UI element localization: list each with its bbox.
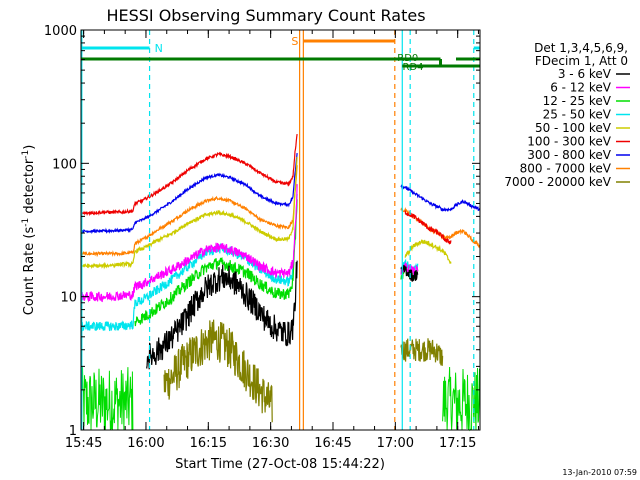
series-line-50_100keV-post (404, 239, 452, 264)
legend-label-5: 100 - 300 keV (527, 135, 611, 149)
plot-frame (80, 29, 481, 431)
x-tick-label-3: 16:30 (252, 436, 289, 451)
series-line-7000_20000keV-post (400, 338, 444, 366)
legend: Det 1,3,4,5,6,9,FDecim 1, Att 03 - 6 keV… (504, 41, 630, 189)
series-line-800_7000keV (80, 165, 298, 258)
series-line-12_25keV (134, 199, 298, 327)
series-line-100_300keV (80, 134, 298, 217)
series-line-300_800keV (80, 153, 298, 235)
x-tick-label-4: 16:45 (314, 436, 351, 451)
saa-label: S (291, 35, 298, 48)
series-line-7000_20000keV (163, 319, 273, 423)
x-tick-label-5: 17:00 (377, 436, 414, 451)
decimation-rd0-label: RD0 (397, 53, 418, 64)
legend-label-6: 300 - 800 keV (527, 148, 611, 162)
chart-title: HESSI Observing Summary Count Rates (106, 6, 425, 25)
y-tick-label-2: 100 (52, 157, 77, 172)
legend-header-0: Det 1,3,4,5,6,9, (534, 41, 628, 55)
legend-header-1: FDecim 1, Att 0 (535, 54, 628, 68)
saa-noise-trace-0 (80, 367, 134, 431)
legend-label-0: 3 - 6 keV (558, 67, 612, 81)
legend-label-1: 6 - 12 keV (550, 81, 612, 95)
y-tick-label-0: 1 (69, 424, 77, 439)
series-line-100_300keV-post (404, 210, 452, 245)
legend-label-4: 50 - 100 keV (535, 121, 612, 135)
footer-timestamp: 13-Jan-2010 07:59 (562, 468, 637, 477)
y-axis-label: Count Rate (s-1 detector-1) (21, 145, 37, 316)
legend-label-8: 7000 - 20000 keV (504, 175, 611, 189)
x-tick-label-6: 17:15 (439, 436, 476, 451)
night-label: N (155, 42, 163, 55)
saa-noise-trace-1 (442, 366, 481, 432)
legend-label-2: 12 - 25 keV (543, 94, 612, 108)
legend-label-7: 800 - 7000 keV (520, 162, 612, 176)
series-line-50_100keV (80, 156, 298, 270)
series-line-300_800keV-post (400, 184, 481, 212)
legend-label-3: 25 - 50 keV (543, 108, 612, 122)
x-tick-label-1: 16:00 (127, 436, 164, 451)
y-tick-label-3: 1000 (44, 24, 77, 39)
x-axis-label: Start Time (27-Oct-08 15:44:22) (175, 457, 385, 472)
series-line-3_6keV-post (400, 264, 419, 283)
x-tick-label-2: 16:15 (190, 436, 227, 451)
y-tick-label-1: 10 (60, 291, 77, 306)
series-line-6_12keV (80, 184, 298, 303)
series-line-3_6keV (146, 260, 298, 370)
x-tick-label-0: 15:45 (65, 436, 102, 451)
